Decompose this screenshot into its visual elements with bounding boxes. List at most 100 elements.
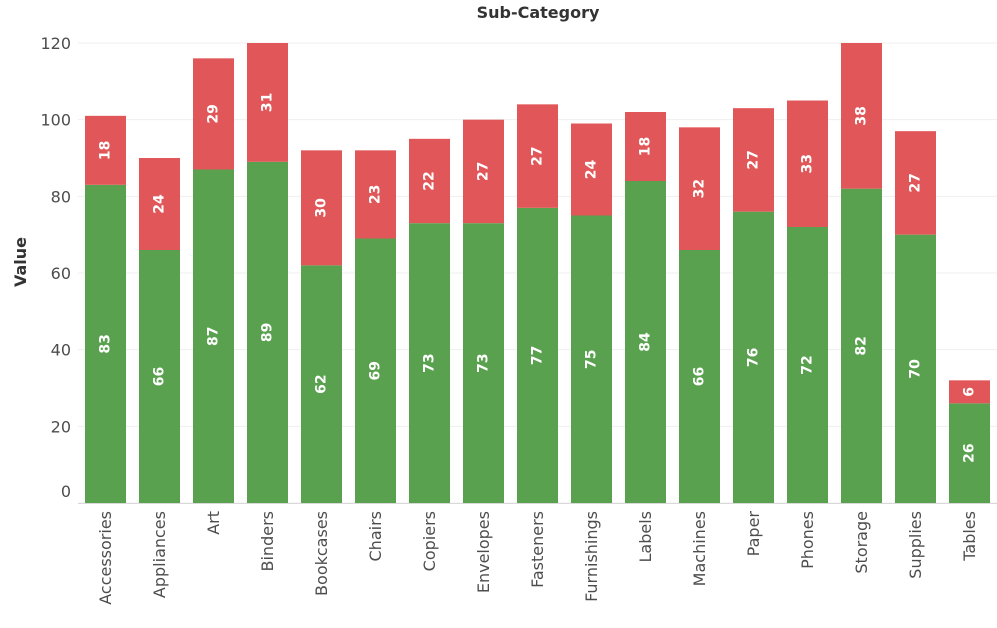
bar-segment [841, 43, 882, 189]
bar-segment [895, 131, 936, 235]
bar-value-label: 18 [98, 141, 114, 160]
bar-segment [247, 161, 288, 504]
bar-segment [301, 150, 342, 266]
bar-value-label: 83 [98, 334, 114, 353]
y-axis-ticks: 0 20 40 60 80 100 120 [40, 34, 71, 501]
bar-segment [625, 181, 666, 503]
y-axis-label: Value [11, 237, 30, 287]
bar-segment [841, 188, 882, 503]
bar-segment [193, 58, 234, 170]
x-axis-ticks: Accessories Appliances Art Binders Bookcases… [96, 511, 979, 605]
bar-segment [679, 127, 720, 250]
bar-value-label: 73 [476, 353, 492, 372]
bar-value-label: 26 [962, 443, 978, 462]
x-tick-label: Paper [744, 511, 763, 557]
bar-segment [85, 115, 126, 185]
x-tick-label: Machines [690, 511, 709, 586]
bar-value-label: 72 [800, 355, 816, 374]
bar-segment [733, 108, 774, 212]
bar-value-label: 18 [638, 137, 654, 156]
bar-value-label: 84 [638, 332, 654, 352]
x-tick-label: Copiers [420, 511, 439, 571]
bar-value-label: 29 [206, 104, 222, 123]
bar-segment [679, 250, 720, 503]
bar-value-label: 33 [800, 154, 816, 173]
y-tick-label: 60 [51, 264, 71, 283]
bar-value-label: 24 [152, 194, 168, 214]
y-tick-label: 120 [40, 34, 71, 53]
chart-title: Sub-Category [477, 3, 600, 22]
bar-value-label: 66 [692, 367, 708, 386]
bar-segment [193, 169, 234, 503]
bar-value-label: 22 [422, 171, 438, 190]
bar-value-label: 66 [152, 367, 168, 386]
bar-value-label: 32 [692, 179, 708, 198]
x-tick-label: Furnishings [582, 511, 601, 602]
x-tick-label: Phones [798, 511, 817, 569]
bar-value-label: 6 [962, 387, 978, 397]
bar-segment [355, 238, 396, 503]
x-tick-label: Fasteners [528, 511, 547, 588]
bar-labels: 83 18 66 24 87 29 89 31 62 30 69 23 73 22 73 27 77 27 75 24… [98, 93, 978, 463]
bar-value-label: 69 [368, 361, 384, 380]
bar-segment [571, 215, 612, 503]
bar-segment [409, 138, 450, 224]
bar-value-label: 73 [422, 353, 438, 372]
bar-segment [949, 403, 990, 503]
bar-segment [895, 234, 936, 503]
bar-value-label: 31 [260, 93, 276, 112]
x-tick-label: Storage [852, 511, 871, 574]
bar-value-label: 89 [260, 323, 276, 342]
y-tick-label: 20 [51, 417, 71, 436]
x-tick-label: Accessories [96, 511, 115, 605]
bar-value-label: 27 [746, 150, 762, 169]
bar-segment [85, 184, 126, 504]
bar-segment [517, 104, 558, 208]
bar-segment [355, 150, 396, 239]
bar-value-label: 38 [854, 106, 870, 125]
bar-value-label: 27 [476, 162, 492, 181]
y-tick-label: 40 [51, 341, 71, 360]
bar-segment [409, 223, 450, 503]
bar-value-label: 77 [530, 346, 546, 365]
bar-segment [463, 223, 504, 503]
y-tick-label: 100 [40, 111, 71, 130]
y-tick-label: 0 [61, 482, 71, 501]
x-tick-label: Envelopes [474, 511, 493, 593]
bar-value-label: 82 [854, 336, 870, 355]
x-tick-label: Bookcases [312, 511, 331, 596]
bar-value-label: 30 [314, 198, 330, 218]
bar-value-label: 76 [746, 348, 762, 367]
bar-value-label: 87 [206, 327, 222, 346]
bar-value-label: 70 [908, 359, 924, 379]
bar-segment [787, 227, 828, 503]
y-tick-label: 80 [51, 187, 71, 206]
bar-segment [517, 207, 558, 504]
x-tick-label: Binders [258, 511, 277, 571]
bar-segment [247, 43, 288, 162]
bar-value-label: 75 [584, 350, 600, 369]
bar-segment [139, 250, 180, 503]
bar-segment [949, 380, 990, 404]
bar-value-label: 27 [530, 146, 546, 165]
bars [85, 43, 990, 504]
bar-value-label: 23 [368, 185, 384, 204]
x-tick-label: Appliances [150, 511, 169, 598]
bar-value-label: 27 [908, 173, 924, 192]
bar-segment [625, 112, 666, 181]
bar-segment [571, 123, 612, 216]
x-tick-label: Supplies [906, 511, 925, 579]
bar-segment [733, 211, 774, 503]
x-tick-label: Chairs [366, 511, 385, 561]
x-tick-label: Tables [960, 511, 979, 562]
bar-segment [463, 119, 504, 224]
bar-segment [787, 100, 828, 227]
bar-segment [301, 265, 342, 503]
bar-value-label: 62 [314, 374, 330, 393]
x-tick-label: Labels [636, 511, 655, 563]
bar-segment [139, 158, 180, 250]
bar-value-label: 24 [584, 160, 600, 180]
x-tick-label: Art [204, 511, 223, 535]
